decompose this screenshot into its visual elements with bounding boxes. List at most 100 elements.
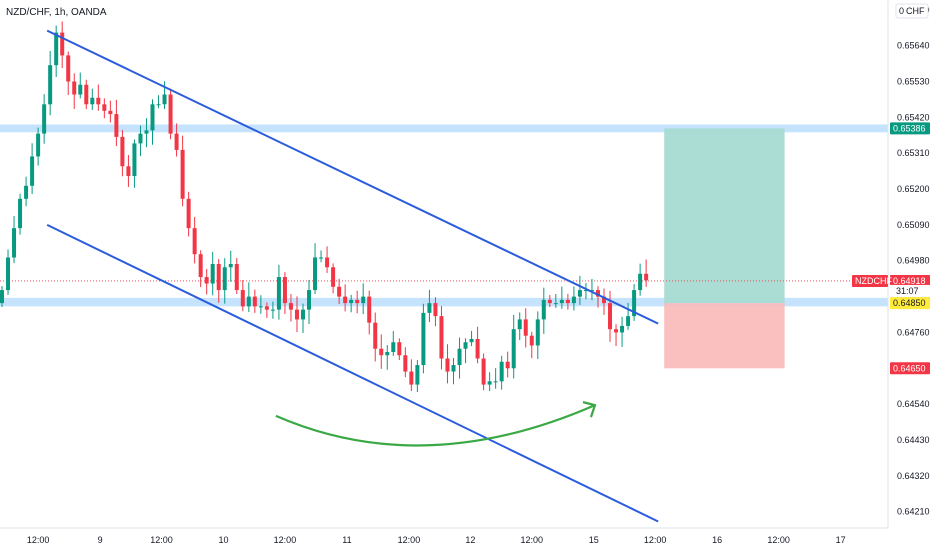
candle[interactable]: [96, 84, 101, 111]
candle[interactable]: [487, 372, 492, 392]
candle[interactable]: [138, 125, 143, 157]
candle[interactable]: [638, 263, 643, 296]
candle[interactable]: [421, 303, 426, 374]
candle[interactable]: [379, 334, 384, 369]
candle[interactable]: [246, 282, 251, 313]
support-zone[interactable]: [0, 297, 888, 307]
candle[interactable]: [397, 338, 402, 361]
candle[interactable]: [36, 127, 41, 166]
candle[interactable]: [463, 338, 468, 364]
candle[interactable]: [42, 94, 47, 144]
candle[interactable]: [150, 99, 155, 145]
candle[interactable]: [644, 259, 649, 287]
candle[interactable]: [445, 344, 450, 384]
candle[interactable]: [565, 293, 570, 310]
candle[interactable]: [301, 303, 305, 333]
candle[interactable]: [577, 275, 582, 305]
candle[interactable]: [571, 286, 576, 311]
candle[interactable]: [0, 286, 4, 308]
candle[interactable]: [288, 294, 293, 322]
candle[interactable]: [373, 312, 378, 362]
candle[interactable]: [66, 51, 71, 96]
candle[interactable]: [499, 355, 504, 390]
candle[interactable]: [174, 123, 179, 157]
curved-arrow[interactable]: [275, 404, 596, 447]
candle[interactable]: [595, 286, 600, 308]
channel-upper-line[interactable]: [46, 29, 659, 325]
price-axis[interactable]: 0.642100.643200.644300.645400.646500.647…: [897, 5, 930, 517]
candle[interactable]: [192, 216, 197, 264]
candle[interactable]: [559, 286, 564, 309]
candle[interactable]: [367, 290, 372, 335]
candle[interactable]: [415, 360, 420, 393]
currency-button[interactable]: 0 CHF: [895, 3, 929, 19]
candle[interactable]: [12, 215, 17, 264]
candle[interactable]: [126, 155, 131, 187]
candle[interactable]: [620, 316, 625, 347]
loss-zone[interactable]: [664, 303, 785, 369]
candle[interactable]: [391, 331, 396, 356]
candle[interactable]: [517, 312, 522, 341]
candle[interactable]: [264, 302, 269, 318]
candle[interactable]: [355, 290, 360, 314]
candle[interactable]: [180, 135, 185, 207]
candle[interactable]: [24, 176, 29, 207]
candle[interactable]: [90, 88, 95, 110]
candle[interactable]: [120, 129, 125, 177]
candle[interactable]: [337, 278, 342, 305]
candle[interactable]: [541, 287, 546, 334]
candle[interactable]: [331, 263, 336, 294]
candle[interactable]: [511, 314, 516, 379]
profit-zone[interactable]: [664, 128, 785, 304]
channel-lower-line[interactable]: [46, 223, 659, 523]
candle[interactable]: [78, 72, 83, 99]
candle[interactable]: [481, 353, 486, 391]
candle[interactable]: [198, 250, 203, 288]
candle[interactable]: [282, 272, 287, 315]
candle[interactable]: [114, 99, 119, 147]
candle[interactable]: [234, 258, 239, 294]
candle[interactable]: [84, 79, 89, 110]
candle[interactable]: [30, 143, 35, 195]
candle[interactable]: [108, 100, 113, 123]
candle[interactable]: [349, 294, 354, 313]
candle[interactable]: [493, 368, 498, 389]
candle[interactable]: [204, 268, 209, 295]
candle[interactable]: [6, 249, 11, 295]
candle[interactable]: [294, 296, 299, 333]
candle[interactable]: [307, 279, 312, 325]
candle[interactable]: [228, 250, 233, 282]
candle[interactable]: [252, 289, 257, 313]
candle[interactable]: [505, 351, 510, 378]
candle[interactable]: [457, 337, 462, 379]
candle[interactable]: [439, 306, 444, 370]
candle[interactable]: [132, 139, 137, 188]
candle[interactable]: [523, 308, 528, 348]
candle[interactable]: [325, 246, 330, 273]
candle[interactable]: [313, 243, 318, 294]
candle[interactable]: [529, 331, 534, 359]
candle[interactable]: [240, 279, 245, 312]
candle[interactable]: [385, 344, 390, 370]
candle[interactable]: [319, 250, 324, 263]
candle[interactable]: [276, 264, 281, 320]
candle[interactable]: [186, 191, 191, 237]
candle[interactable]: [216, 259, 221, 303]
candle[interactable]: [222, 258, 227, 304]
candle[interactable]: [553, 294, 558, 308]
resistance-zone[interactable]: [0, 124, 888, 133]
candle[interactable]: [72, 73, 77, 109]
candle[interactable]: [361, 283, 366, 315]
candle[interactable]: [547, 294, 552, 308]
candle[interactable]: [614, 324, 619, 347]
candle[interactable]: [583, 283, 588, 300]
candle[interactable]: [102, 98, 107, 119]
candle[interactable]: [451, 358, 456, 385]
candle[interactable]: [156, 95, 161, 109]
candle[interactable]: [60, 21, 65, 69]
candle[interactable]: [258, 295, 263, 314]
candle[interactable]: [210, 251, 215, 296]
candle[interactable]: [589, 278, 594, 301]
candle[interactable]: [270, 301, 275, 319]
